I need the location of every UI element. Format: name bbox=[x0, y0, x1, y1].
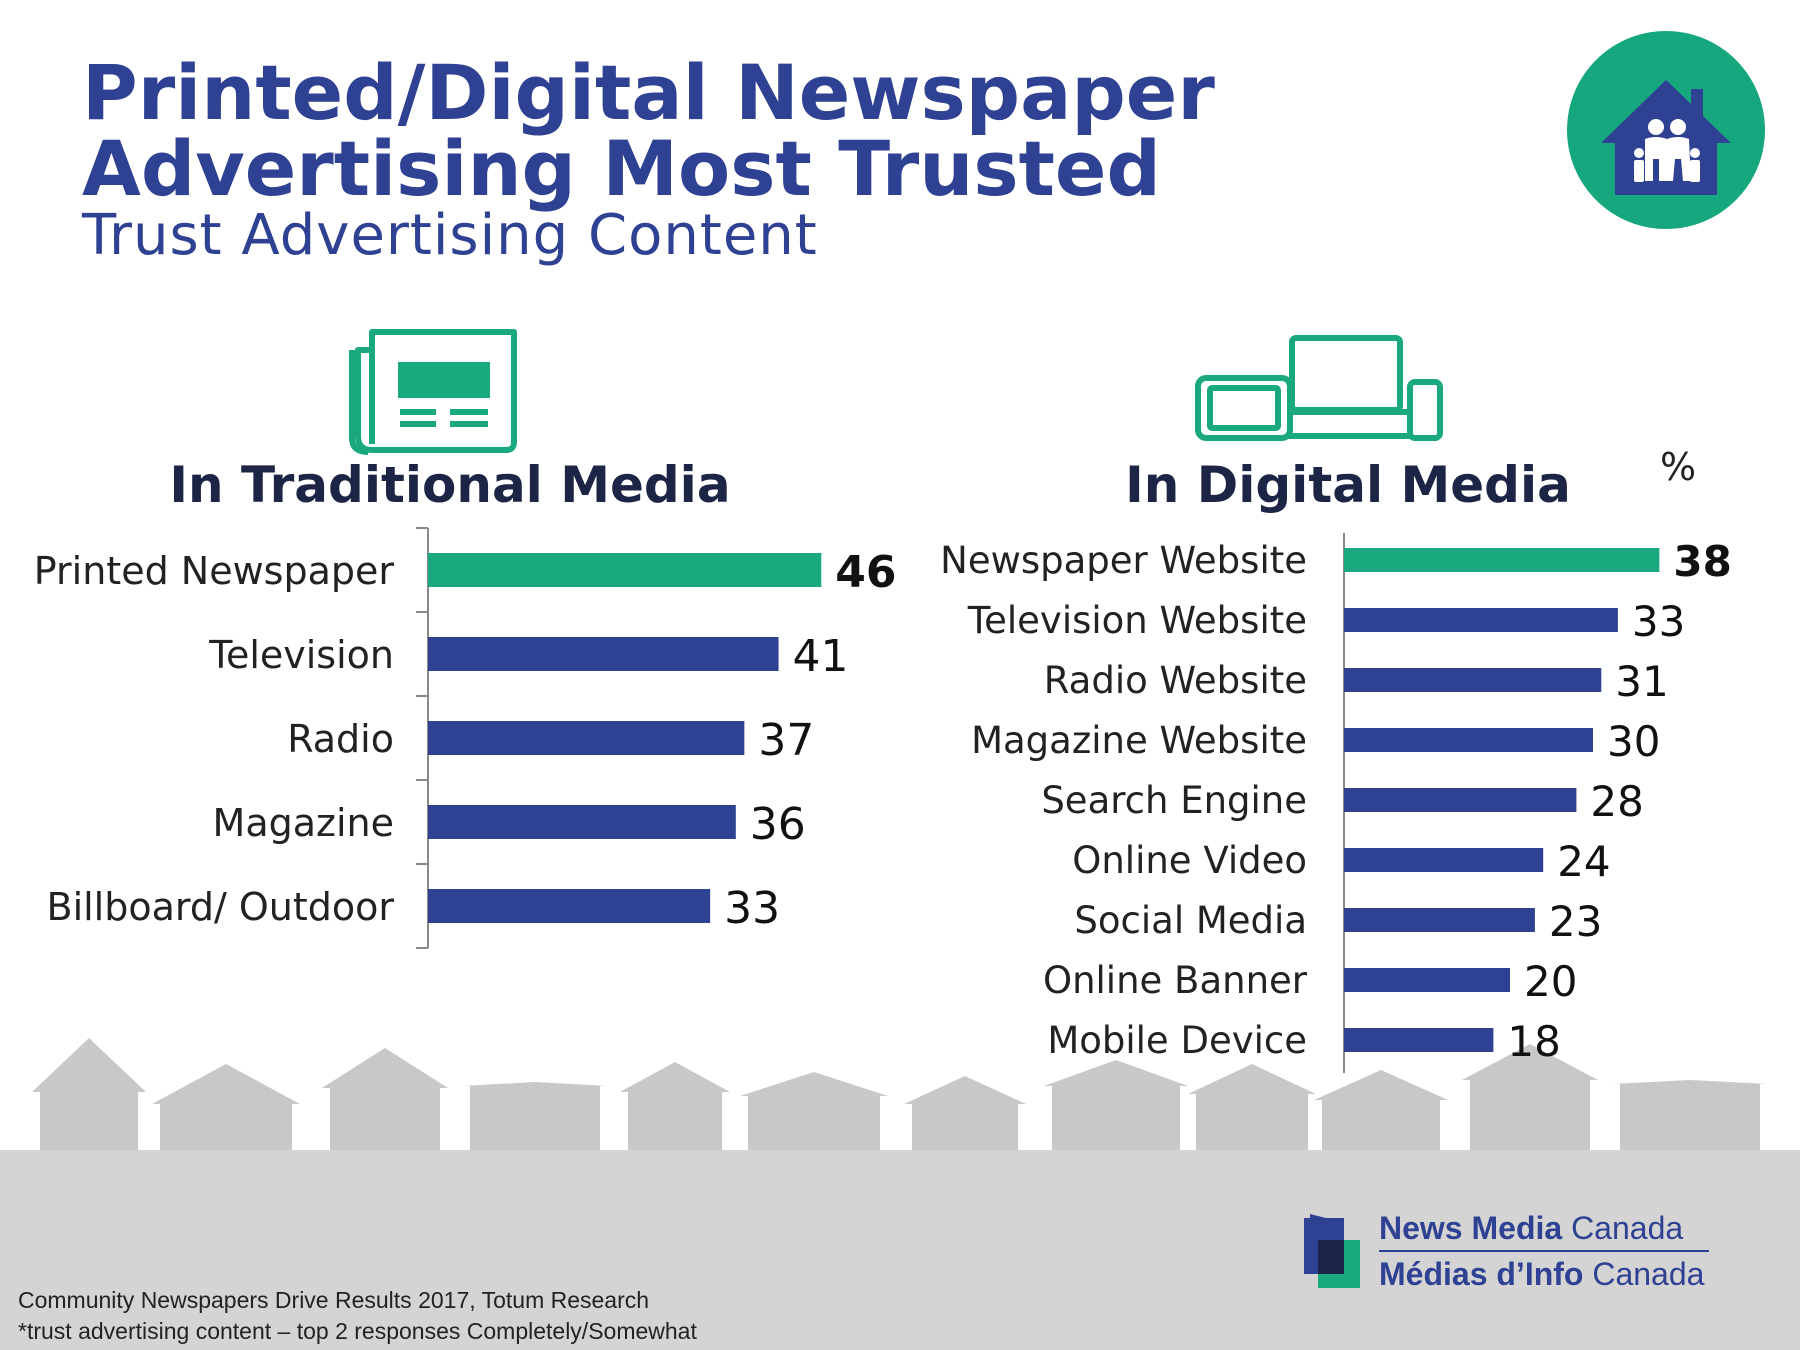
traditional-value-label: 33 bbox=[724, 883, 780, 934]
house-silhouette bbox=[322, 1048, 448, 1150]
traditional-category-label: Printed Newspaper bbox=[34, 549, 395, 593]
digital-bar bbox=[1344, 608, 1618, 632]
traditional-bar bbox=[428, 553, 822, 587]
family-house-icon bbox=[1567, 31, 1765, 229]
logo-divider bbox=[1379, 1250, 1709, 1252]
logo-fr-rest: Canada bbox=[1583, 1256, 1705, 1292]
news-media-canada-logo-mark bbox=[1304, 1214, 1360, 1288]
digital-value-label: 18 bbox=[1507, 1017, 1560, 1066]
digital-category-label: Television Website bbox=[967, 599, 1307, 642]
traditional-bar bbox=[428, 721, 745, 755]
digital-bar bbox=[1344, 668, 1602, 692]
digital-bar bbox=[1344, 1028, 1494, 1052]
digital-value-label: 20 bbox=[1524, 957, 1577, 1006]
logo-en-bold: News Media bbox=[1379, 1210, 1563, 1246]
digital-value-label: 31 bbox=[1615, 657, 1668, 706]
devices-icon bbox=[1195, 335, 1443, 441]
digital-category-label: Mobile Device bbox=[1047, 1019, 1307, 1062]
digital-media-chart: Newspaper Website 38 Television Website 33 R… bbox=[940, 533, 1732, 1073]
digital-value-label: 23 bbox=[1549, 897, 1602, 946]
digital-value-label: 33 bbox=[1632, 597, 1685, 646]
traditional-value-label: 41 bbox=[793, 631, 849, 682]
digital-bar bbox=[1344, 788, 1577, 812]
traditional-category-label: Television bbox=[208, 633, 394, 677]
digital-value-label: 24 bbox=[1557, 837, 1610, 886]
traditional-section-title: In Traditional Media bbox=[169, 456, 730, 514]
traditional-category-label: Billboard/ Outdoor bbox=[47, 885, 395, 929]
digital-value-label: 30 bbox=[1607, 717, 1660, 766]
digital-value-label: 28 bbox=[1590, 777, 1643, 826]
house-silhouette bbox=[152, 1064, 300, 1150]
house-silhouette bbox=[1188, 1064, 1316, 1150]
page-title-line-1: Printed/Digital Newspaper bbox=[82, 48, 1215, 137]
digital-category-label: Online Video bbox=[1072, 839, 1307, 882]
digital-bar bbox=[1344, 908, 1535, 932]
house-silhouette bbox=[740, 1072, 888, 1150]
digital-category-label: Online Banner bbox=[1043, 959, 1308, 1002]
traditional-value-label: 37 bbox=[758, 715, 814, 766]
page-title-line-2: Advertising Most Trusted bbox=[82, 124, 1161, 213]
houses-silhouette bbox=[32, 1038, 1768, 1150]
house-silhouette bbox=[462, 1082, 608, 1150]
digital-bar bbox=[1344, 968, 1510, 992]
traditional-category-label: Magazine bbox=[213, 801, 394, 845]
logo-fr-bold: Médias d’Info bbox=[1379, 1256, 1584, 1292]
house-silhouette bbox=[620, 1062, 730, 1150]
traditional-media-chart: Printed Newspaper 46 Television 41 Radio 37 Ma… bbox=[34, 527, 897, 949]
traditional-bar bbox=[428, 889, 711, 923]
methodology-note: *trust advertising content – top 2 respo… bbox=[18, 1318, 697, 1344]
digital-value-label: 38 bbox=[1673, 537, 1731, 586]
traditional-value-label: 36 bbox=[750, 799, 806, 850]
traditional-bar bbox=[428, 805, 736, 839]
house-silhouette bbox=[1462, 1044, 1598, 1150]
percent-unit-label: % bbox=[1660, 445, 1696, 489]
house-silhouette bbox=[32, 1038, 146, 1150]
digital-bar bbox=[1344, 848, 1544, 872]
traditional-value-label: 46 bbox=[835, 547, 896, 598]
house-silhouette bbox=[1044, 1060, 1188, 1150]
house-silhouette bbox=[1612, 1080, 1768, 1150]
digital-category-label: Search Engine bbox=[1041, 779, 1307, 822]
digital-section-title: In Digital Media bbox=[1125, 456, 1571, 514]
logo-wordmark-english: News Media Canada bbox=[1379, 1210, 1683, 1247]
logo-wordmark-french: Médias d’Info Canada bbox=[1379, 1256, 1704, 1293]
digital-bar bbox=[1344, 548, 1660, 572]
house-silhouette bbox=[1314, 1070, 1448, 1150]
digital-category-label: Newspaper Website bbox=[940, 539, 1307, 582]
traditional-category-label: Radio bbox=[287, 717, 394, 761]
newspaper-icon bbox=[349, 329, 517, 455]
house-silhouette bbox=[904, 1076, 1026, 1150]
page-subtitle: Trust Advertising Content bbox=[82, 203, 818, 268]
logo-en-rest: Canada bbox=[1562, 1210, 1684, 1246]
digital-category-label: Magazine Website bbox=[971, 719, 1307, 762]
digital-category-label: Social Media bbox=[1074, 899, 1307, 942]
digital-category-label: Radio Website bbox=[1044, 659, 1307, 702]
traditional-bar bbox=[428, 637, 779, 671]
source-note: Community Newspapers Drive Results 2017,… bbox=[18, 1287, 650, 1313]
digital-bar bbox=[1344, 728, 1593, 752]
